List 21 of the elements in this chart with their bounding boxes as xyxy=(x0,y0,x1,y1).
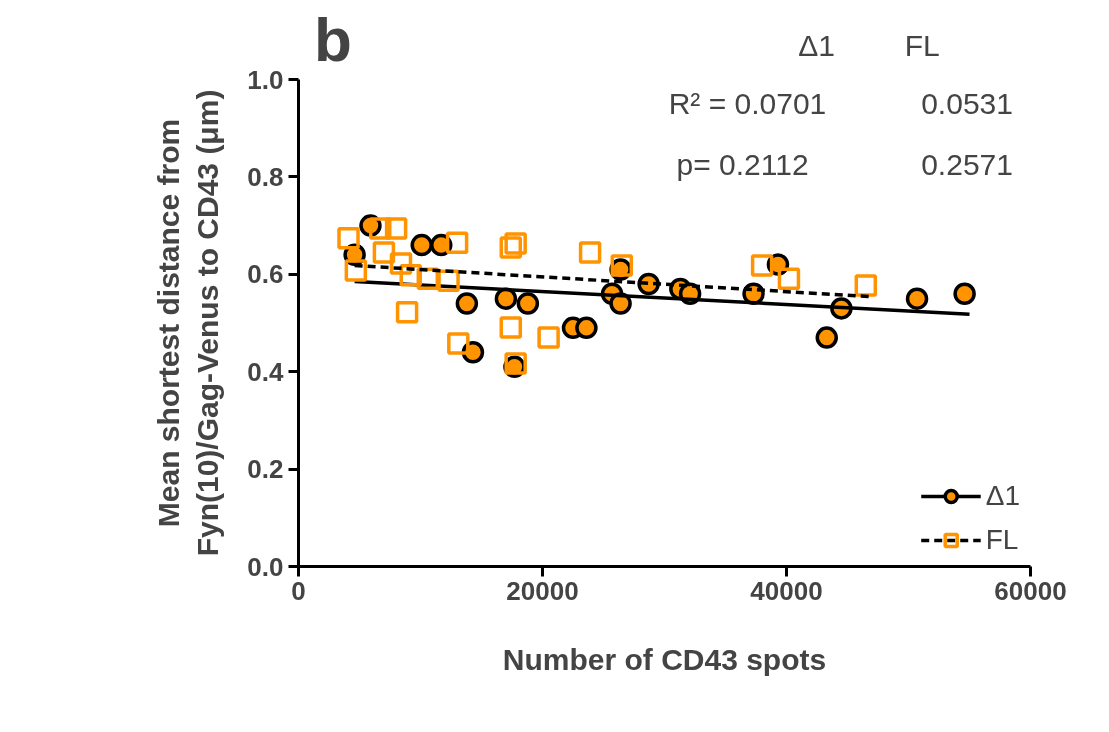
annotation: R² = 0.0701 xyxy=(668,87,827,121)
y-tick-label: 0.8 xyxy=(247,161,284,192)
x-tick-label: 0 xyxy=(291,575,306,606)
y-tick-label: 0.0 xyxy=(247,551,284,582)
x-axis-title: Number of CD43 spots xyxy=(502,642,827,676)
x-tick-label: 60000 xyxy=(994,575,1067,606)
annotation: 0.0531 xyxy=(921,86,1013,120)
x-tick-label: 40000 xyxy=(750,575,823,606)
y-tick-label: 0.4 xyxy=(247,356,285,387)
y-tick-label: 0.6 xyxy=(247,259,284,290)
text: Δ1 xyxy=(798,29,836,62)
x-tick-label: 20000 xyxy=(506,575,579,606)
y-tick-label: 1.0 xyxy=(247,64,284,95)
annotation: 0.2571 xyxy=(921,147,1013,181)
text: FL xyxy=(904,29,940,62)
legend-label: Δ1 xyxy=(985,480,1020,512)
text: b xyxy=(313,5,352,74)
annotation: p= 0.2112 xyxy=(676,148,809,182)
y-axis-title: Mean shortest distance from Fyn(10)/Gag-Venus to CD43 (μm) xyxy=(151,89,225,557)
y-tick-label: 0.2 xyxy=(247,454,284,485)
legend-label: FL xyxy=(985,524,1019,556)
